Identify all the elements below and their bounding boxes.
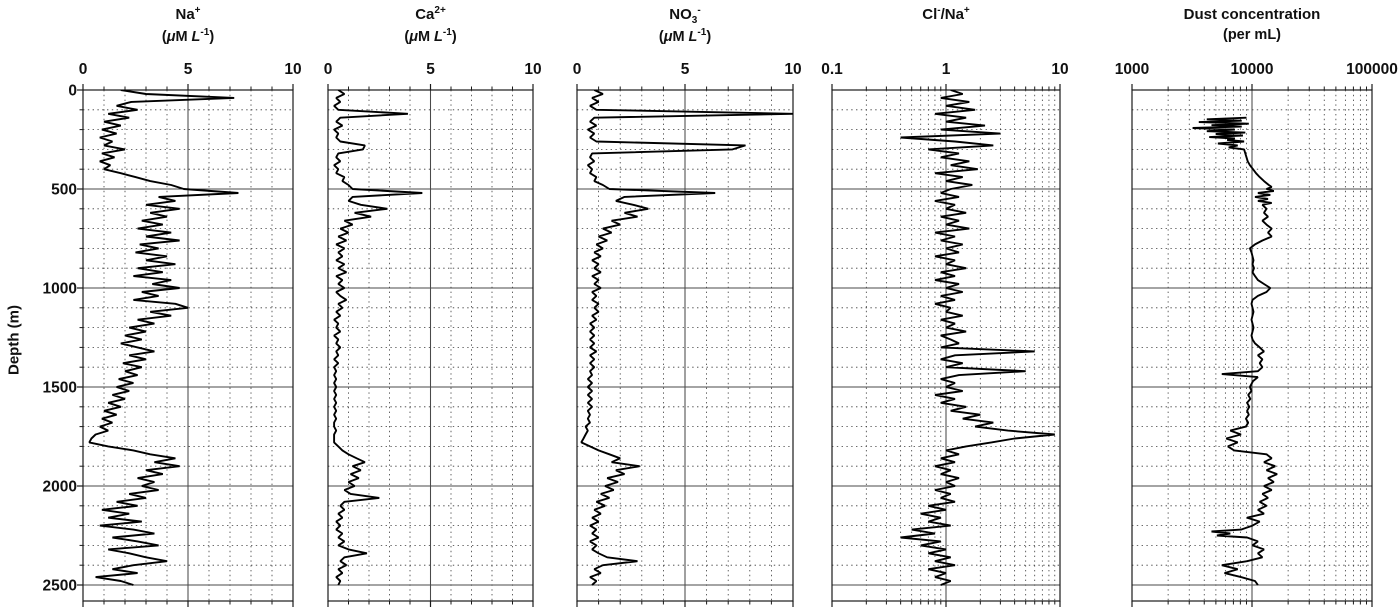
x-tick-label: 10 [524, 61, 541, 78]
grid [577, 90, 793, 601]
na-trace [88, 90, 239, 586]
clna-trace [900, 90, 1055, 586]
x-tick-label: 0 [324, 61, 333, 78]
x-tick-label: 5 [426, 61, 435, 78]
x-tick-label: 0.1 [821, 61, 843, 78]
dust-trace [1192, 116, 1278, 586]
x-tick-label: 1 [942, 61, 951, 78]
panel-clna: 0.1 1 10 [821, 61, 1069, 607]
panel-na: 0 5 10 [79, 61, 302, 607]
grid [83, 90, 293, 601]
x-tick-label: 10 [1051, 61, 1068, 78]
panel-ca: 0 5 10 [324, 61, 542, 607]
panel-no3: 0 5 10 [573, 61, 802, 607]
x-tick-label: 0 [79, 61, 88, 78]
no3-trace [580, 90, 793, 586]
ca-trace [333, 90, 423, 586]
y-axis-label: Depth (m) [5, 305, 23, 375]
depth-tick-label: 2000 [43, 479, 77, 496]
depth-axis: 0 500 1000 1500 2000 2500 [43, 83, 83, 595]
x-tick-label: 10000 [1230, 61, 1273, 78]
x-tick-label: 0 [573, 61, 582, 78]
x-tick-label: 10 [784, 61, 801, 78]
depth-tick-label: 500 [51, 182, 77, 199]
x-tick-label: 1000 [1115, 61, 1149, 78]
grid [832, 90, 1060, 601]
depth-tick-label: 0 [68, 83, 77, 100]
x-tick-label: 10 [284, 61, 301, 78]
depth-tick-label: 1000 [43, 281, 77, 298]
panel-dust: 1000 10000 100000 [1115, 61, 1398, 607]
depth-tick-label: 2500 [43, 578, 77, 595]
depth-tick-label: 1500 [43, 380, 77, 397]
x-tick-label: 5 [184, 61, 193, 78]
grid [328, 90, 533, 601]
x-tick-label: 5 [681, 61, 690, 78]
x-tick-label: 100000 [1346, 61, 1398, 78]
